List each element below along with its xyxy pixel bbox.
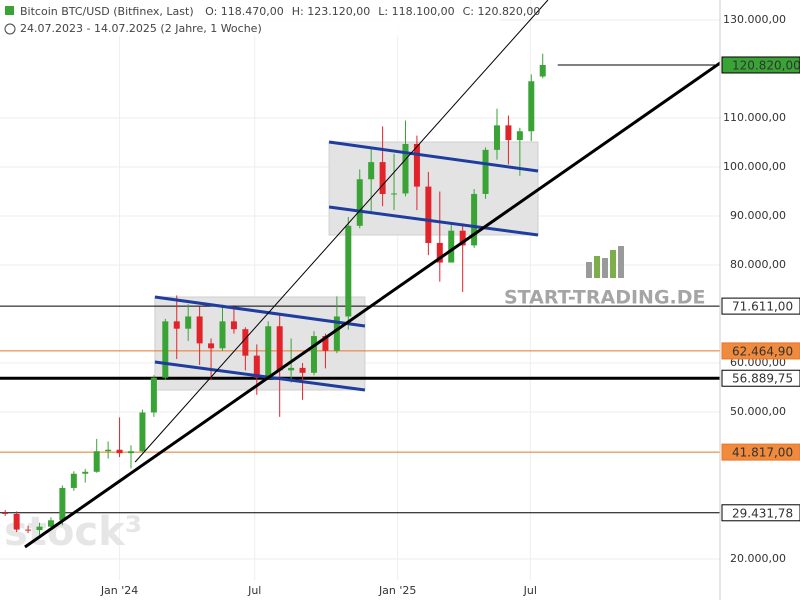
level-label: 62.464,90 <box>732 344 793 358</box>
candle-body <box>13 513 20 530</box>
y-tick-label: 20.000,00 <box>730 552 786 565</box>
candle-body <box>333 316 340 351</box>
level-label: 120.820,00 <box>732 58 800 72</box>
candle-body <box>391 193 398 195</box>
candle-body <box>459 230 466 246</box>
trend-line <box>24 61 720 549</box>
series-icon <box>5 6 14 15</box>
candle-body <box>310 336 317 373</box>
candle-body <box>368 162 375 180</box>
candle-body <box>539 64 546 77</box>
candle-body <box>516 131 523 141</box>
candle-body <box>493 125 500 150</box>
candle-body <box>425 186 432 243</box>
candle-body <box>345 225 352 317</box>
header-bg <box>0 0 500 36</box>
y-tick-label: 100.000,00 <box>723 160 786 173</box>
candle-body <box>59 487 66 521</box>
level-label: 71.611,00 <box>732 300 793 314</box>
candle-body <box>162 321 169 378</box>
y-tick-label: 110.000,00 <box>723 111 786 124</box>
plot-area <box>0 0 720 549</box>
x-tick-label: Jan '25 <box>378 584 416 597</box>
candle-body <box>413 143 420 187</box>
candle-body <box>93 451 100 472</box>
y-tick-label: 80.000,00 <box>730 258 786 271</box>
y-tick-label: 90.000,00 <box>730 209 786 222</box>
candle-body <box>116 449 123 454</box>
x-tick-label: Jul <box>523 584 537 597</box>
candle-body <box>471 193 478 246</box>
x-tick-label: Jan '24 <box>100 584 138 597</box>
level-label-box <box>721 342 800 360</box>
candle-body <box>219 321 226 349</box>
period: 24.07.2023 - 14.07.2025 (2 Jahre, 1 Woch… <box>20 22 262 35</box>
candle-body <box>185 316 192 329</box>
channel-line <box>154 360 366 392</box>
candle-body <box>82 471 89 474</box>
candle-body <box>2 512 9 514</box>
header-ohlc: C: 120.820,00 <box>463 5 541 18</box>
candle-body <box>356 179 363 226</box>
level-label-box <box>721 443 800 461</box>
trend-line <box>134 0 549 463</box>
candle-body <box>47 520 54 527</box>
candle-body <box>322 336 329 351</box>
candle-body <box>448 230 455 263</box>
header: Bitcoin BTC/USD (Bitfinex, Last) O: 118.… <box>20 5 540 18</box>
candle-body <box>150 377 157 413</box>
level-label-box <box>721 504 800 522</box>
level-label-box <box>721 297 800 315</box>
candle-body <box>70 473 77 488</box>
candle-body <box>276 326 283 371</box>
candle-body <box>208 343 215 349</box>
candle-body <box>242 329 249 356</box>
candle-body <box>505 125 512 141</box>
candle-body <box>436 242 443 263</box>
candle-body <box>173 321 180 329</box>
channel-line <box>328 205 539 237</box>
candle-body <box>265 326 272 378</box>
x-tick-label: Jul <box>247 584 261 597</box>
header-title: Bitcoin BTC/USD (Bitfinex, Last) <box>20 5 194 18</box>
candle-body <box>196 316 203 344</box>
y-tick-label: 130.000,00 <box>723 13 786 26</box>
candle-body <box>36 526 43 531</box>
channel-line <box>328 140 539 173</box>
candle-body <box>482 149 489 194</box>
logo-icon <box>586 246 624 278</box>
level-label: 56.889,75 <box>732 372 793 386</box>
logo: START-TRADING.DE <box>504 287 706 309</box>
candle-body <box>253 355 260 378</box>
clock-icon <box>4 23 16 35</box>
channel-line <box>154 295 366 328</box>
candle-body <box>402 143 409 194</box>
candle-body <box>230 321 237 330</box>
candle-body <box>105 449 112 452</box>
level-label: 41.817,00 <box>732 446 793 460</box>
header-ohlc: H: 123.120,00 <box>292 5 370 18</box>
watermark: stock³ <box>4 509 142 555</box>
candle-body <box>379 162 386 194</box>
header-ohlc: O: 118.470,00 <box>205 5 284 18</box>
candle-body <box>128 451 135 454</box>
candle-body <box>288 367 295 371</box>
y-tick-label: 50.000,00 <box>730 405 786 418</box>
level-label-box <box>721 56 800 74</box>
level-label: 29.431,78 <box>732 506 793 520</box>
candle-body <box>528 81 535 132</box>
candle-body <box>25 529 32 531</box>
candle-body <box>299 367 306 373</box>
level-label-box <box>721 369 800 387</box>
candle-body <box>139 412 146 452</box>
header-ohlc: L: 118.100,00 <box>378 5 454 18</box>
axis-area: 20.000,0050.000,0060.000,0080.000,0090.0… <box>100 0 800 600</box>
